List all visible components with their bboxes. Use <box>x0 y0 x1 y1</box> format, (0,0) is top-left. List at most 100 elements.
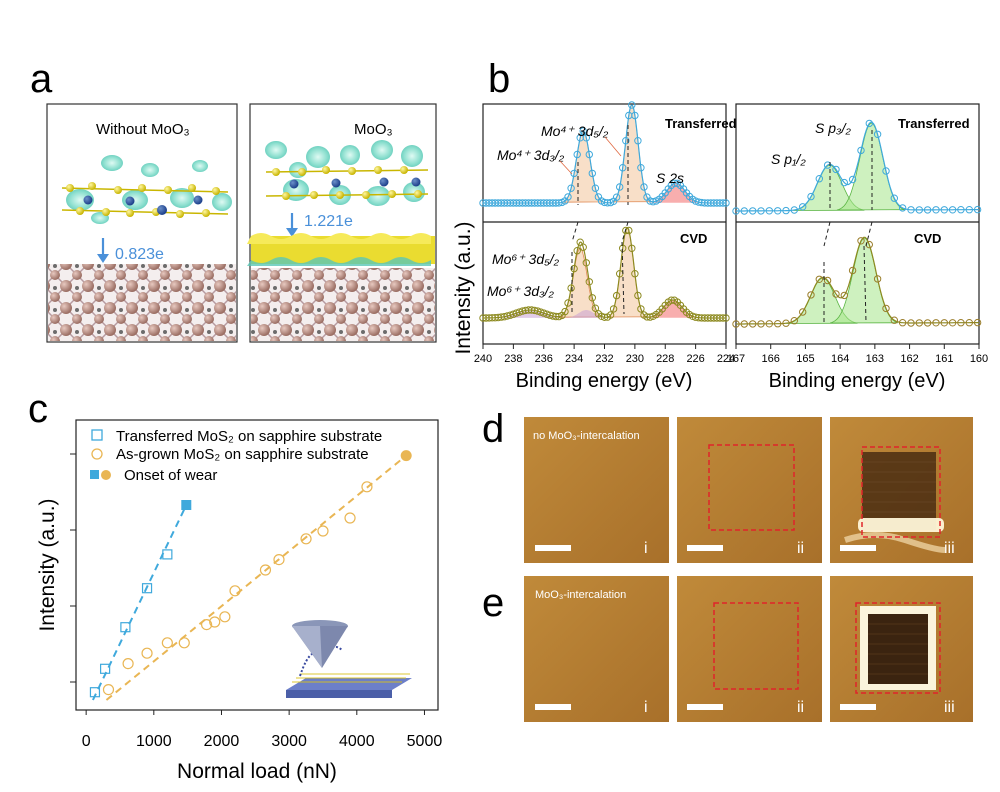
data-point <box>857 146 865 155</box>
data-point <box>890 316 898 324</box>
panel-c-ylabel: Intensity (a.u.) <box>36 498 59 631</box>
mo-transferred-points <box>479 101 730 207</box>
point-asgrown <box>219 611 231 623</box>
data-point <box>609 305 618 313</box>
data-point <box>634 291 642 300</box>
label-moo3: MoO₃-intercalation <box>535 589 626 601</box>
friction-ticks: 0 1000 2000 3000 4000 5000 <box>70 453 443 750</box>
data-point <box>570 264 578 273</box>
data-point <box>757 207 765 215</box>
data-point <box>591 184 600 192</box>
data-point <box>749 207 757 215</box>
tick-label: 234 <box>565 353 583 365</box>
legend-onset: Onset of wear <box>124 467 217 484</box>
data-point <box>634 137 642 145</box>
s-transferred-envelope <box>736 121 979 212</box>
data-point <box>564 193 572 201</box>
data-point <box>622 226 630 235</box>
legend-marker-transferred <box>91 429 103 441</box>
tick-label: 3000 <box>271 733 307 750</box>
scale-bar <box>687 545 723 551</box>
data-point <box>619 164 627 172</box>
fit-line-asgrown <box>105 454 407 701</box>
tick-label: 5000 <box>407 733 443 750</box>
legend-transferred: Transferred MoS₂ on sapphire substrate <box>116 428 382 445</box>
s-cvd-envelope <box>736 236 979 325</box>
data-point <box>774 320 782 328</box>
point-transferred <box>141 583 153 594</box>
tick-label: 0 <box>82 733 91 750</box>
data-point <box>865 119 873 128</box>
scale-bar <box>840 545 876 551</box>
data-point <box>907 206 915 214</box>
data-point <box>890 194 898 202</box>
tag-cvd-s: CVD <box>914 231 941 246</box>
data-point <box>882 167 890 175</box>
tag-transferred-mo: Transferred <box>665 116 737 131</box>
sapphire-substrate <box>48 264 236 341</box>
data-point <box>799 203 807 211</box>
panel-b-xlabel-right: Binding energy (eV) <box>769 370 946 392</box>
charge-density-clouds <box>66 155 232 224</box>
label-mo4-32: Mo⁴⁺ 3d₃/₂ <box>497 147 565 163</box>
data-point <box>774 207 782 215</box>
mos2-atoms <box>66 182 220 218</box>
data-point <box>782 206 790 215</box>
data-point <box>923 319 932 327</box>
data-point <box>740 207 748 215</box>
point-transferred <box>89 687 101 698</box>
panel-b-xlabel-left: Binding energy (eV) <box>516 370 693 392</box>
tick-label: 163 <box>866 353 884 365</box>
tick-label: 232 <box>595 353 613 365</box>
point-asgrown <box>259 564 272 576</box>
data-point <box>832 290 840 298</box>
data-point <box>582 259 590 267</box>
data-point <box>600 313 609 321</box>
data-point <box>579 127 587 135</box>
data-point <box>898 204 907 212</box>
data-point <box>622 137 630 145</box>
data-point <box>606 311 615 319</box>
data-point <box>640 183 648 191</box>
data-point <box>940 319 948 327</box>
roman-label: ii <box>797 699 804 716</box>
data-point <box>567 284 575 292</box>
point-asgrown <box>344 512 356 524</box>
afm-image-d-ii: ii <box>677 417 822 563</box>
data-point <box>790 317 798 325</box>
point-asgrown <box>317 525 329 537</box>
data-point <box>749 320 757 328</box>
s-transferred-points <box>732 119 982 215</box>
s-x-ticks: 167 166 165 164 163 162 161 160 <box>727 344 988 365</box>
data-point <box>948 319 957 327</box>
moo3-interlayer <box>247 233 435 266</box>
afm-image-d-i: no MoO₃-intercalation i <box>524 417 669 563</box>
data-point <box>973 205 982 214</box>
afm-image-e-iii: iii <box>830 576 973 722</box>
data-point <box>612 193 621 201</box>
data-point <box>823 276 832 285</box>
data-point <box>873 130 882 139</box>
data-point <box>848 266 857 275</box>
s-cvd-points <box>732 237 982 328</box>
point-asgrown <box>200 618 213 631</box>
point-asgrown <box>300 533 312 545</box>
data-point <box>799 308 807 316</box>
point-transferred <box>99 663 111 674</box>
scan-region-box <box>713 602 799 690</box>
tick-label: 166 <box>762 353 780 365</box>
friction-points <box>89 450 412 698</box>
onset-asgrown <box>400 450 412 462</box>
data-point <box>898 319 907 327</box>
tick-label: 164 <box>831 353 849 365</box>
afm-tip-inset <box>286 620 412 698</box>
data-point <box>646 313 654 321</box>
mos2-atoms <box>272 166 422 200</box>
scale-bar <box>535 545 571 551</box>
charge-transfer-value-right: 1.221e <box>304 213 353 230</box>
label-s2s: S 2s <box>656 170 684 186</box>
tick-label: 226 <box>686 353 704 365</box>
roman-label: iii <box>944 699 955 716</box>
data-point <box>940 206 948 214</box>
data-point <box>832 165 840 174</box>
